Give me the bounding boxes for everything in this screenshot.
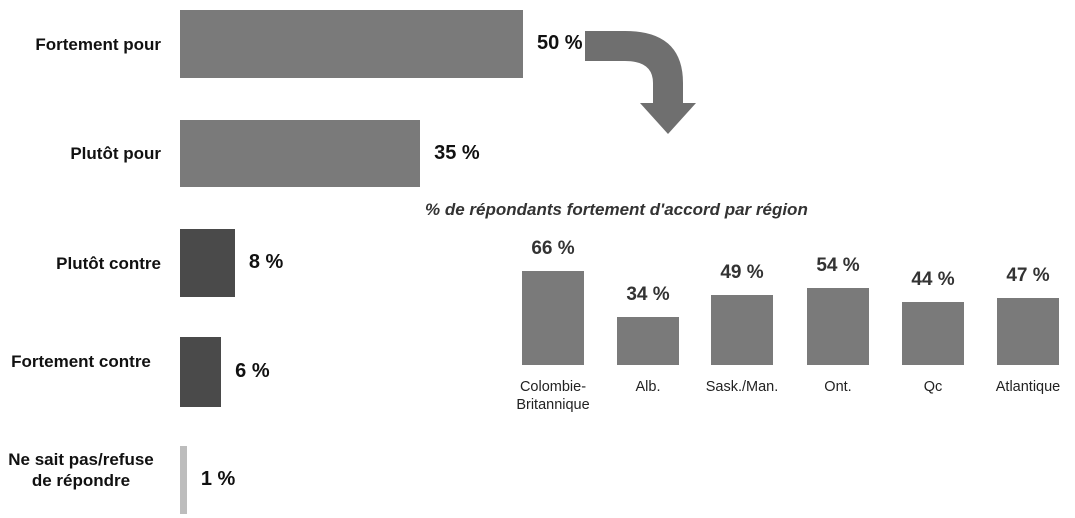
hbar-category-label: Plutôt pour: [70, 144, 161, 163]
vbar-3: [807, 288, 869, 365]
hbar-2: [180, 229, 235, 297]
vbar-category-label: Qc: [923, 379, 943, 395]
vbar-value-label: 66 %: [531, 238, 575, 259]
hbar-value-label: 35 %: [434, 141, 480, 164]
vbar-2: [711, 295, 773, 365]
hbar-value-label: 6 %: [235, 360, 270, 382]
curved-arrow-icon: [585, 31, 696, 134]
vbar-category-label: Sask./Man.: [705, 379, 779, 395]
hbar-0: [180, 10, 523, 78]
vbar-value-label: 47 %: [1006, 265, 1050, 287]
hbar-3: [180, 337, 222, 407]
vbar-value-label: 34 %: [626, 283, 670, 305]
vbar-category-label: Alb.: [635, 379, 661, 395]
hbar-category-label: Plutôt contre: [56, 253, 161, 273]
vbar-category-label: Colombie-Britannique: [516, 379, 590, 413]
vbar-5: [997, 298, 1059, 365]
hbar-category-label: Fortement contre: [11, 352, 151, 371]
vbar-0: [522, 271, 584, 365]
hbar-category-label: Ne sait pas/refuse de répondre: [8, 449, 154, 490]
hbar-category-label: Fortement pour: [35, 34, 161, 54]
hbar-4: [180, 446, 187, 514]
vbar-value-label: 44 %: [911, 269, 955, 291]
vbar-category-label: Ont.: [824, 379, 852, 395]
hbar-1: [180, 120, 421, 187]
hbar-value-label: 50 %: [537, 32, 583, 54]
vbar-value-label: 49 %: [720, 262, 764, 284]
hbar-value-label: 1 %: [200, 468, 236, 490]
vbar-category-label: Atlantique: [995, 379, 1061, 395]
vbar-value-label: 54 %: [816, 255, 860, 277]
vbar-4: [902, 302, 964, 365]
hbar-value-label: 8 %: [248, 251, 284, 273]
vbar-1: [617, 316, 679, 365]
regional-chart-title: % de répondants fortement d'accord par r…: [425, 200, 808, 219]
